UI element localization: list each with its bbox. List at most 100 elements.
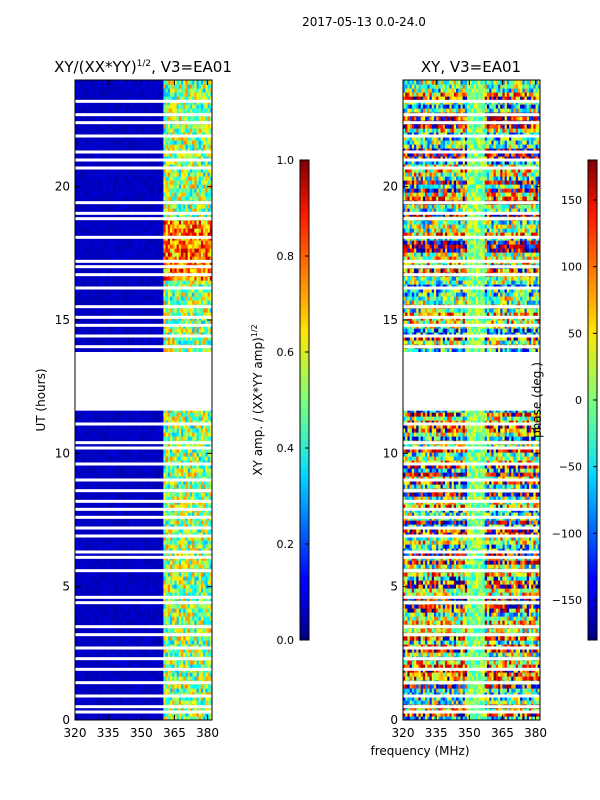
heatmap-cell — [181, 712, 184, 717]
heatmap-cell — [192, 448, 195, 453]
heatmap-cell — [167, 676, 171, 681]
heatmap-cell — [75, 588, 78, 593]
heatmap-cell — [192, 472, 195, 477]
heatmap-cell — [125, 644, 129, 649]
heatmap-cell — [112, 520, 116, 525]
heatmap-cell — [94, 572, 98, 577]
heatmap-cell — [114, 484, 118, 489]
heatmap-cell — [75, 444, 78, 449]
heatmap-cell — [183, 512, 187, 517]
heatmap-cell — [147, 460, 151, 465]
heatmap-cell — [200, 692, 204, 697]
heatmap-cell — [205, 688, 209, 693]
heatmap-cell — [136, 504, 140, 509]
heatmap-cell — [134, 696, 138, 701]
heatmap-cell — [79, 552, 83, 557]
heatmap-cell — [200, 532, 204, 537]
heatmap-cell — [79, 428, 83, 433]
heatmap-cell — [125, 504, 129, 509]
heatmap-cell — [123, 540, 127, 545]
heatmap-cell — [92, 696, 96, 701]
heatmap-cell — [112, 452, 116, 457]
heatmap-cell — [170, 456, 173, 461]
heatmap-cell — [143, 716, 147, 720]
heatmap-cell — [125, 584, 129, 589]
heatmap-cell — [194, 604, 198, 609]
heatmap-cell — [92, 608, 96, 613]
heatmap-cell — [145, 424, 149, 429]
heatmap-cell — [141, 520, 145, 525]
heatmap-cell — [105, 696, 109, 701]
heatmap-cell — [198, 464, 202, 469]
heatmap-cell — [178, 532, 182, 537]
heatmap-cell — [94, 444, 98, 449]
heatmap-cell — [143, 448, 147, 453]
heatmap-cell — [130, 484, 134, 489]
heatmap-cell — [123, 608, 127, 613]
heatmap-cell — [143, 708, 147, 713]
heatmap-cell — [88, 664, 92, 669]
heatmap-cell — [136, 608, 140, 613]
heatmap-cell — [176, 512, 180, 517]
heatmap-cell — [83, 584, 87, 589]
heatmap-cell — [79, 476, 83, 481]
heatmap-cell — [185, 504, 189, 509]
heatmap-cell — [176, 592, 180, 597]
heatmap-cell — [167, 604, 171, 609]
heatmap-cell — [150, 640, 153, 645]
heatmap-cell — [132, 444, 136, 449]
heatmap-cell — [158, 716, 162, 720]
heatmap-cell — [79, 524, 83, 529]
heatmap-cell — [81, 432, 85, 437]
heatmap-cell — [163, 480, 167, 485]
heatmap-cell — [79, 648, 83, 653]
heatmap-cell — [147, 552, 151, 557]
heatmap-cell — [75, 536, 78, 541]
heatmap-cell — [189, 604, 193, 609]
heatmap-cell — [108, 424, 111, 429]
heatmap-cell — [198, 532, 202, 537]
heatmap-cell — [132, 512, 136, 517]
heatmap-cell — [123, 644, 127, 649]
heatmap-cell — [194, 548, 198, 553]
heatmap-cell — [97, 588, 100, 593]
heatmap-cell — [172, 648, 176, 653]
heatmap-cell — [143, 504, 147, 509]
heatmap-cell — [99, 580, 103, 585]
heatmap-cell — [185, 612, 189, 617]
heatmap-cell — [81, 536, 85, 541]
heatmap-cell — [174, 616, 178, 621]
heatmap-cell — [209, 416, 212, 421]
heatmap-cell — [209, 564, 212, 569]
heatmap-cell — [200, 644, 204, 649]
heatmap-cell — [139, 416, 142, 421]
heatmap-cell — [163, 496, 167, 501]
heatmap-cell — [200, 664, 204, 669]
heatmap-cell — [103, 452, 107, 457]
heatmap-cell — [150, 476, 153, 481]
heatmap-cell — [172, 616, 176, 621]
heatmap-cell — [110, 496, 114, 501]
heatmap-cell — [152, 464, 156, 469]
heatmap-cell — [92, 452, 96, 457]
heatmap-cell — [154, 672, 158, 677]
heatmap-cell — [192, 628, 195, 633]
heatmap-cell — [132, 536, 136, 541]
heatmap-cell — [114, 492, 118, 497]
heatmap-cell — [205, 572, 209, 577]
heatmap-cell — [178, 684, 182, 689]
heatmap-cell — [178, 424, 182, 429]
heatmap-cell — [145, 476, 149, 481]
heatmap-cell — [105, 572, 109, 577]
heatmap-cell — [128, 700, 131, 705]
heatmap-cell — [101, 640, 105, 645]
heatmap-cell — [165, 636, 169, 641]
heatmap-cell — [136, 580, 140, 585]
heatmap-cell — [203, 536, 206, 541]
heatmap-cell — [99, 548, 103, 553]
heatmap-cell — [105, 620, 109, 625]
heatmap-cell — [112, 696, 116, 701]
heatmap-cell — [101, 716, 105, 720]
heatmap-cell — [83, 612, 87, 617]
heatmap-cell — [105, 640, 109, 645]
